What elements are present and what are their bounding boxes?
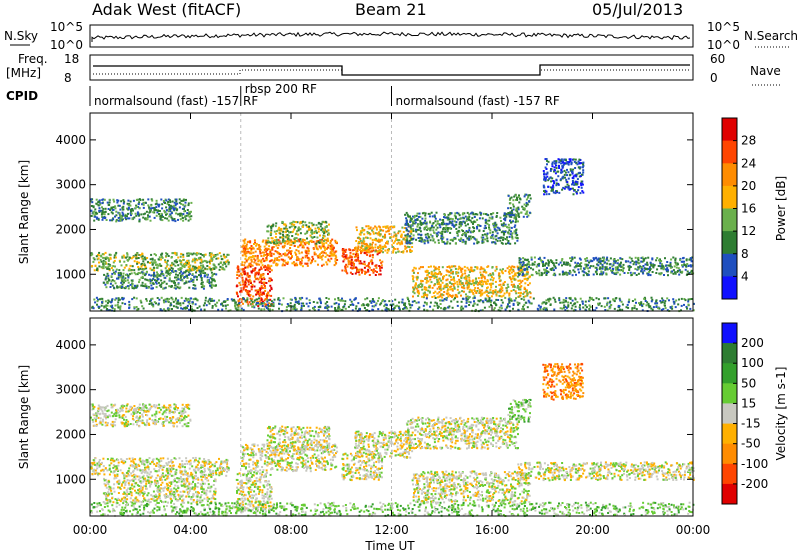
power-panel: 1000 2000 3000 4000 Slant Range [km]: [17, 113, 695, 312]
y-tick-label: 1000: [55, 267, 86, 281]
colorbar-swatch: [722, 323, 737, 344]
colorbar-tick-label: 24: [741, 156, 756, 170]
nsearch-tick-bottom: 10^0: [707, 38, 740, 52]
nave-trace: [93, 70, 690, 75]
nsky-tick-bottom: 10^0: [50, 38, 83, 52]
colorbar-label: Power [dB]: [774, 176, 788, 241]
freq-trace: [93, 65, 690, 75]
colorbar-swatch: [722, 403, 737, 424]
nsky-tick-top: 10^5: [50, 20, 83, 34]
colorbar-swatch: [722, 254, 737, 277]
x-tick-label: 04:00: [173, 523, 208, 537]
y-tick-label: 3000: [55, 383, 86, 397]
cpid-segment-label: normalsound (fast) -157 RF: [94, 94, 258, 108]
colorbar-swatch: [722, 276, 737, 299]
velocity-panel: 1000 2000 3000 4000 Slant Range [km]: [17, 318, 695, 517]
x-tick-label: 00:00: [676, 523, 711, 537]
colorbar-swatch: [722, 383, 737, 404]
y-tick-label: 2000: [55, 427, 86, 441]
freq-label-2: [MHz]: [6, 66, 41, 80]
colorbar-swatch: [722, 484, 737, 505]
x-tick-label: 08:00: [274, 523, 309, 537]
colorbar-swatch: [722, 141, 737, 164]
nave-tick-bottom: 0: [710, 71, 718, 85]
x-tick-label: 16:00: [475, 523, 510, 537]
y-axis-label: Slant Range [km]: [17, 365, 31, 469]
cpid-segment-label: rbsp 200 RF: [245, 82, 317, 96]
nave-tick-top: 60: [710, 52, 725, 66]
x-tick-label: 00:00: [73, 523, 108, 537]
colorbar-tick-label: -100: [741, 457, 768, 471]
y-tick-label: 2000: [55, 222, 86, 236]
colorbar-tick-label: -200: [741, 477, 768, 491]
freq-panel-frame: [90, 55, 693, 80]
nsearch-label: N.Search: [744, 29, 798, 43]
cpid-label: CPID: [6, 89, 38, 103]
freq-tick-bottom: 8: [64, 71, 72, 85]
colorbar-swatch: [722, 163, 737, 186]
nsky-trace: [92, 32, 690, 42]
x-tick-label: 12:00: [374, 523, 409, 537]
colorbar-tick-label: 15: [741, 396, 756, 410]
colorbar-tick-label: 4: [741, 269, 749, 283]
y-tick-label: 4000: [55, 133, 86, 147]
freq-tick-top: 18: [64, 52, 79, 66]
nsky-label: N.Sky: [4, 29, 38, 43]
colorbar-label: Velocity [m s-1]: [774, 367, 788, 461]
colorbar-swatch: [722, 209, 737, 232]
nave-label: Nave: [750, 64, 781, 78]
colorbar-swatch: [722, 444, 737, 465]
colorbar-tick-label: 20: [741, 179, 756, 193]
x-axis-label: Time UT: [364, 539, 415, 553]
colorbar-swatch: [722, 343, 737, 364]
colorbar-swatch: [722, 464, 737, 485]
velocity-colorbar: 200 100 50 15 -15 -50 -100 -200 Velocity [m s-1]: [722, 323, 788, 505]
beam-label: Beam 21: [355, 0, 427, 19]
colorbar-tick-label: -15: [741, 417, 761, 431]
cpid-segment-label: normalsound (fast) -157 RF: [396, 94, 560, 108]
colorbar-swatch: [722, 186, 737, 209]
power-colorbar: 28 24 20 16 12 8 4 Power [dB]: [722, 118, 788, 300]
colorbar-tick-label: 50: [741, 376, 756, 390]
x-tick-label: 20:00: [575, 523, 610, 537]
colorbar-swatch: [722, 231, 737, 254]
figure-title: Adak West (fitACF): [92, 0, 241, 19]
colorbar-tick-label: 12: [741, 224, 756, 238]
colorbar-swatch: [722, 118, 737, 141]
y-tick-label: 4000: [55, 338, 86, 352]
y-tick-label: 1000: [55, 472, 86, 486]
colorbar-tick-label: 100: [741, 356, 764, 370]
freq-label-1: Freq.: [18, 52, 48, 66]
colorbar-tick-label: 16: [741, 202, 756, 216]
colorbar-tick-label: 200: [741, 336, 764, 350]
y-tick-label: 3000: [55, 178, 86, 192]
colorbar-tick-label: 28: [741, 134, 756, 148]
y-axis-label: Slant Range [km]: [17, 160, 31, 264]
colorbar-swatch: [722, 363, 737, 384]
colorbar-tick-label: 8: [741, 247, 749, 261]
nsearch-tick-top: 10^5: [707, 20, 740, 34]
colorbar-swatch: [722, 424, 737, 445]
colorbar-tick-label: -50: [741, 437, 761, 451]
date-label: 05/Jul/2013: [592, 0, 683, 19]
